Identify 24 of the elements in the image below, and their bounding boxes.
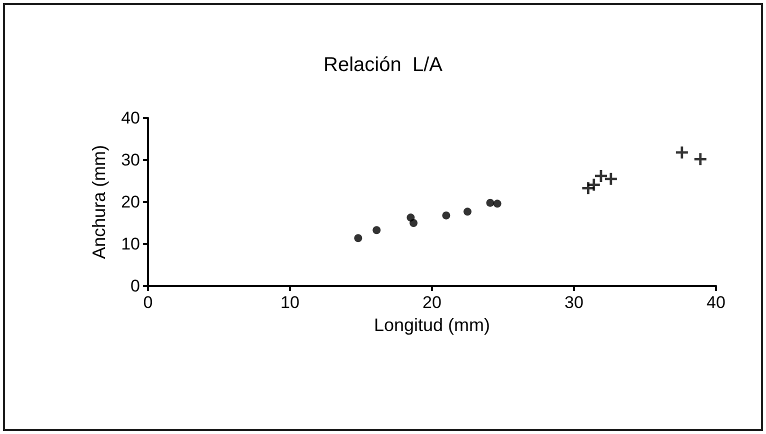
point — [464, 208, 472, 216]
point — [442, 211, 450, 220]
point — [588, 178, 600, 191]
y-tick-label: 0 — [130, 276, 140, 296]
point — [694, 153, 706, 166]
point — [410, 219, 418, 227]
point — [604, 172, 617, 185]
x-tick-label: 10 — [280, 293, 300, 312]
x-tick-label: 0 — [143, 293, 153, 312]
point — [493, 200, 502, 208]
x-axis-title: Longitud (mm) — [374, 315, 490, 335]
y-tick-label: 40 — [121, 108, 140, 128]
x-tick-label: 20 — [422, 293, 442, 312]
chart-title: Relación L/A — [324, 54, 444, 76]
point — [372, 226, 381, 234]
y-axis-title: Anchura (mm) — [89, 144, 109, 260]
point — [354, 234, 362, 242]
point — [486, 198, 494, 207]
y-tick-label: 30 — [121, 150, 140, 170]
y-tick-label: 10 — [121, 234, 140, 254]
x-tick-label: 30 — [564, 293, 584, 312]
point — [676, 146, 688, 158]
y-tick-label: 20 — [121, 192, 140, 212]
x-tick-label: 40 — [706, 293, 726, 312]
